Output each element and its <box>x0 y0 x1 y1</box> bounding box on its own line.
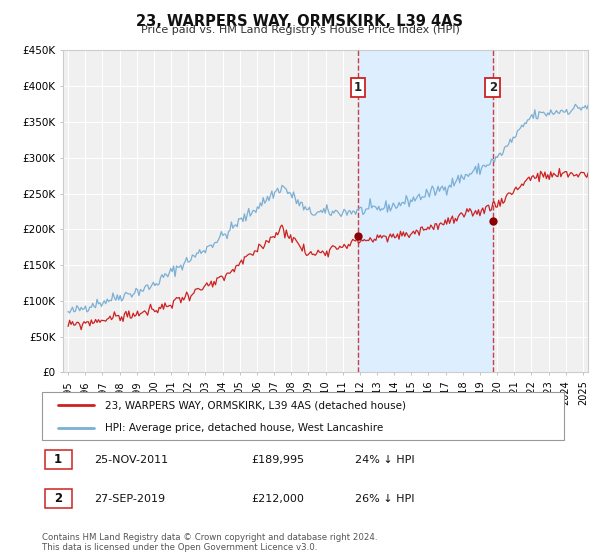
Text: 23, WARPERS WAY, ORMSKIRK, L39 4AS (detached house): 23, WARPERS WAY, ORMSKIRK, L39 4AS (deta… <box>104 400 406 410</box>
Text: £212,000: £212,000 <box>251 494 304 504</box>
Text: 2: 2 <box>489 81 497 94</box>
Text: 26% ↓ HPI: 26% ↓ HPI <box>355 494 415 504</box>
Text: Contains HM Land Registry data © Crown copyright and database right 2024.: Contains HM Land Registry data © Crown c… <box>42 533 377 542</box>
FancyBboxPatch shape <box>44 450 72 469</box>
Text: This data is licensed under the Open Government Licence v3.0.: This data is licensed under the Open Gov… <box>42 543 317 552</box>
Text: 27-SEP-2019: 27-SEP-2019 <box>94 494 166 504</box>
Text: 23, WARPERS WAY, ORMSKIRK, L39 4AS: 23, WARPERS WAY, ORMSKIRK, L39 4AS <box>137 14 464 29</box>
Text: £189,995: £189,995 <box>251 455 304 465</box>
Text: 2: 2 <box>54 492 62 505</box>
Bar <box>358 50 493 372</box>
Text: 25-NOV-2011: 25-NOV-2011 <box>94 455 169 465</box>
Text: Price paid vs. HM Land Registry's House Price Index (HPI): Price paid vs. HM Land Registry's House … <box>140 25 460 35</box>
Text: HPI: Average price, detached house, West Lancashire: HPI: Average price, detached house, West… <box>104 423 383 433</box>
FancyBboxPatch shape <box>44 489 72 508</box>
Text: 1: 1 <box>54 453 62 466</box>
FancyBboxPatch shape <box>42 392 564 440</box>
Text: 24% ↓ HPI: 24% ↓ HPI <box>355 455 415 465</box>
Text: 1: 1 <box>354 81 362 94</box>
